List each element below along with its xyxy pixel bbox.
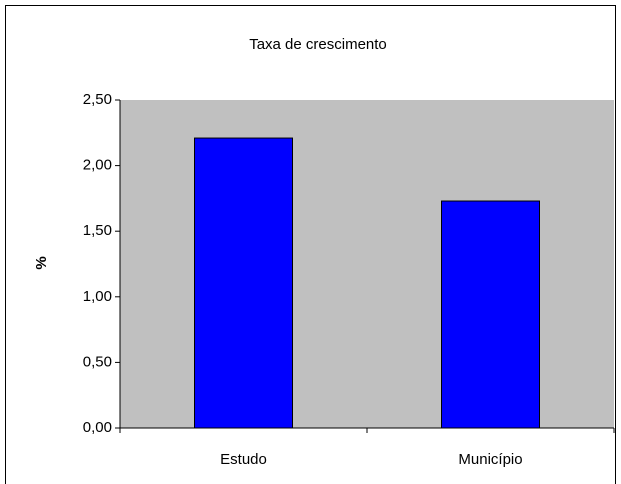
y-tick-label: 2,00 bbox=[83, 157, 112, 174]
y-tick-label: 0,50 bbox=[83, 353, 112, 370]
y-axis-label: % bbox=[33, 256, 50, 269]
chart-title: Taxa de crescimento bbox=[249, 36, 387, 53]
y-tick-label: 2,50 bbox=[83, 91, 112, 108]
y-tick-label: 1,00 bbox=[83, 288, 112, 305]
x-tick-label: Município bbox=[458, 451, 522, 468]
x-tick-label: Estudo bbox=[220, 451, 267, 468]
bar bbox=[194, 137, 293, 429]
bar bbox=[441, 200, 540, 429]
y-tick-label: 0,00 bbox=[83, 419, 112, 436]
y-tick-label: 1,50 bbox=[83, 222, 112, 239]
